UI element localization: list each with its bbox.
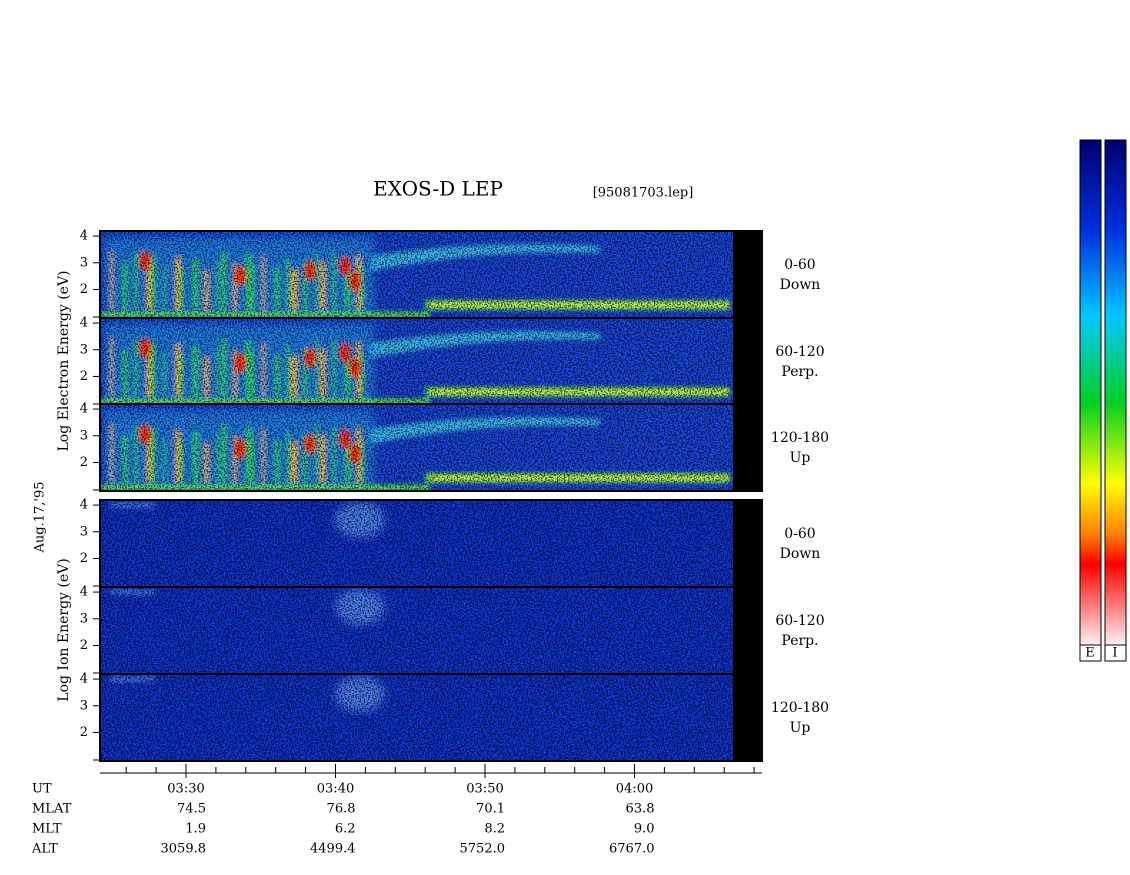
ephemeris-value: 4499.4	[310, 842, 356, 857]
y-tick-label: 2	[80, 638, 88, 653]
minor-ticks	[125, 764, 755, 778]
spectrogram-panel	[99, 499, 763, 588]
y-tick-label: 3	[80, 524, 88, 539]
dropouts	[100, 404, 733, 491]
y-tick-label: 3	[80, 342, 88, 357]
pitch-range: 120-180	[771, 700, 829, 716]
colorbar-label-box	[1079, 644, 1102, 662]
colorbar	[1104, 139, 1127, 646]
y-tick-label: 3	[80, 698, 88, 713]
file-name: [95081703.lep]	[593, 186, 694, 201]
pitch-direction: Perp.	[781, 364, 818, 380]
pitch-direction: Down	[780, 277, 821, 293]
dropouts	[100, 318, 733, 405]
ephemeris-value: 3059.8	[161, 842, 207, 857]
pitch-range: 0-60	[784, 257, 815, 273]
y-tick-label: 2	[80, 369, 88, 384]
pitch-direction: Up	[790, 720, 811, 736]
y-tick-label: 2	[80, 551, 88, 566]
ephemeris-value: 6767.0	[609, 842, 655, 857]
no-data	[733, 587, 762, 674]
ephemeris-value: 63.8	[626, 802, 655, 817]
dropouts	[100, 231, 733, 318]
spectrogram-panel	[99, 317, 763, 406]
ephemeris-label: MLT	[32, 822, 62, 837]
ephemeris-label: MLAT	[32, 802, 72, 817]
electron-axis-label: Log Electron Energy (eV)	[56, 270, 72, 451]
title: EXOS-D LEP	[373, 177, 503, 201]
pitch-range: 60-120	[775, 613, 824, 629]
no-data	[733, 318, 762, 405]
colorbar-label: I	[1112, 646, 1117, 661]
ephemeris-value: 74.5	[177, 802, 206, 817]
y-tick-label: 4	[80, 672, 88, 687]
spectrogram-panel	[99, 673, 763, 762]
y-tick-label: 3	[80, 428, 88, 443]
ephemeris-value: 8.2	[484, 822, 505, 837]
spectrogram-panel	[99, 586, 763, 675]
ephemeris-value: 5752.0	[460, 842, 506, 857]
ephemeris-value: 03:40	[317, 782, 354, 797]
y-tick-label: 2	[80, 282, 88, 297]
ephemeris-value: 03:30	[167, 782, 204, 797]
pitch-direction: Perp.	[781, 633, 818, 649]
y-tick-label: 4	[80, 229, 88, 244]
spectrogram-panel	[99, 403, 763, 492]
pitch-range: 120-180	[771, 430, 829, 446]
ephemeris-label: UT	[32, 782, 52, 797]
ephemeris-value: 76.8	[327, 802, 356, 817]
colorbar-label: E	[1085, 646, 1095, 661]
y-tick-label: 4	[80, 402, 88, 417]
pitch-direction: Down	[780, 546, 821, 562]
dropouts	[100, 500, 733, 587]
colorbar	[1079, 139, 1102, 646]
dropouts	[100, 674, 733, 761]
spectrogram-panel	[99, 230, 763, 319]
dropouts	[100, 587, 733, 674]
ephemeris-value: 1.9	[185, 822, 206, 837]
pitch-range: 0-60	[784, 526, 815, 542]
no-data	[733, 404, 762, 491]
ephemeris-value: 70.1	[476, 802, 505, 817]
no-data	[733, 674, 762, 761]
y-tick-label: 3	[80, 255, 88, 270]
spectrograms	[99, 230, 763, 762]
y-tick-label: 4	[80, 316, 88, 331]
y-tick-label: 2	[80, 455, 88, 470]
date: Aug.17,'95	[33, 481, 48, 553]
ephemeris-value: 6.2	[335, 822, 356, 837]
panel-frame	[99, 673, 763, 762]
pitch-direction: Up	[790, 450, 811, 466]
y-tick-label: 4	[80, 585, 88, 600]
ephemeris-value: 04:00	[616, 782, 653, 797]
y-tick-label: 3	[80, 611, 88, 626]
ephemeris-value: 03:50	[466, 782, 503, 797]
ion-axis-label: Log Ion Energy (eV)	[56, 558, 72, 701]
y-tick-label: 4	[80, 498, 88, 513]
colorbar-label-box	[1104, 644, 1127, 662]
no-data	[733, 500, 762, 587]
ephemeris-label: ALT	[31, 842, 58, 857]
no-data	[733, 231, 762, 318]
y-tick-label: 2	[80, 725, 88, 740]
ephemeris-value: 9.0	[634, 822, 655, 837]
panel-frame	[99, 403, 763, 492]
pitch-range: 60-120	[775, 344, 824, 360]
